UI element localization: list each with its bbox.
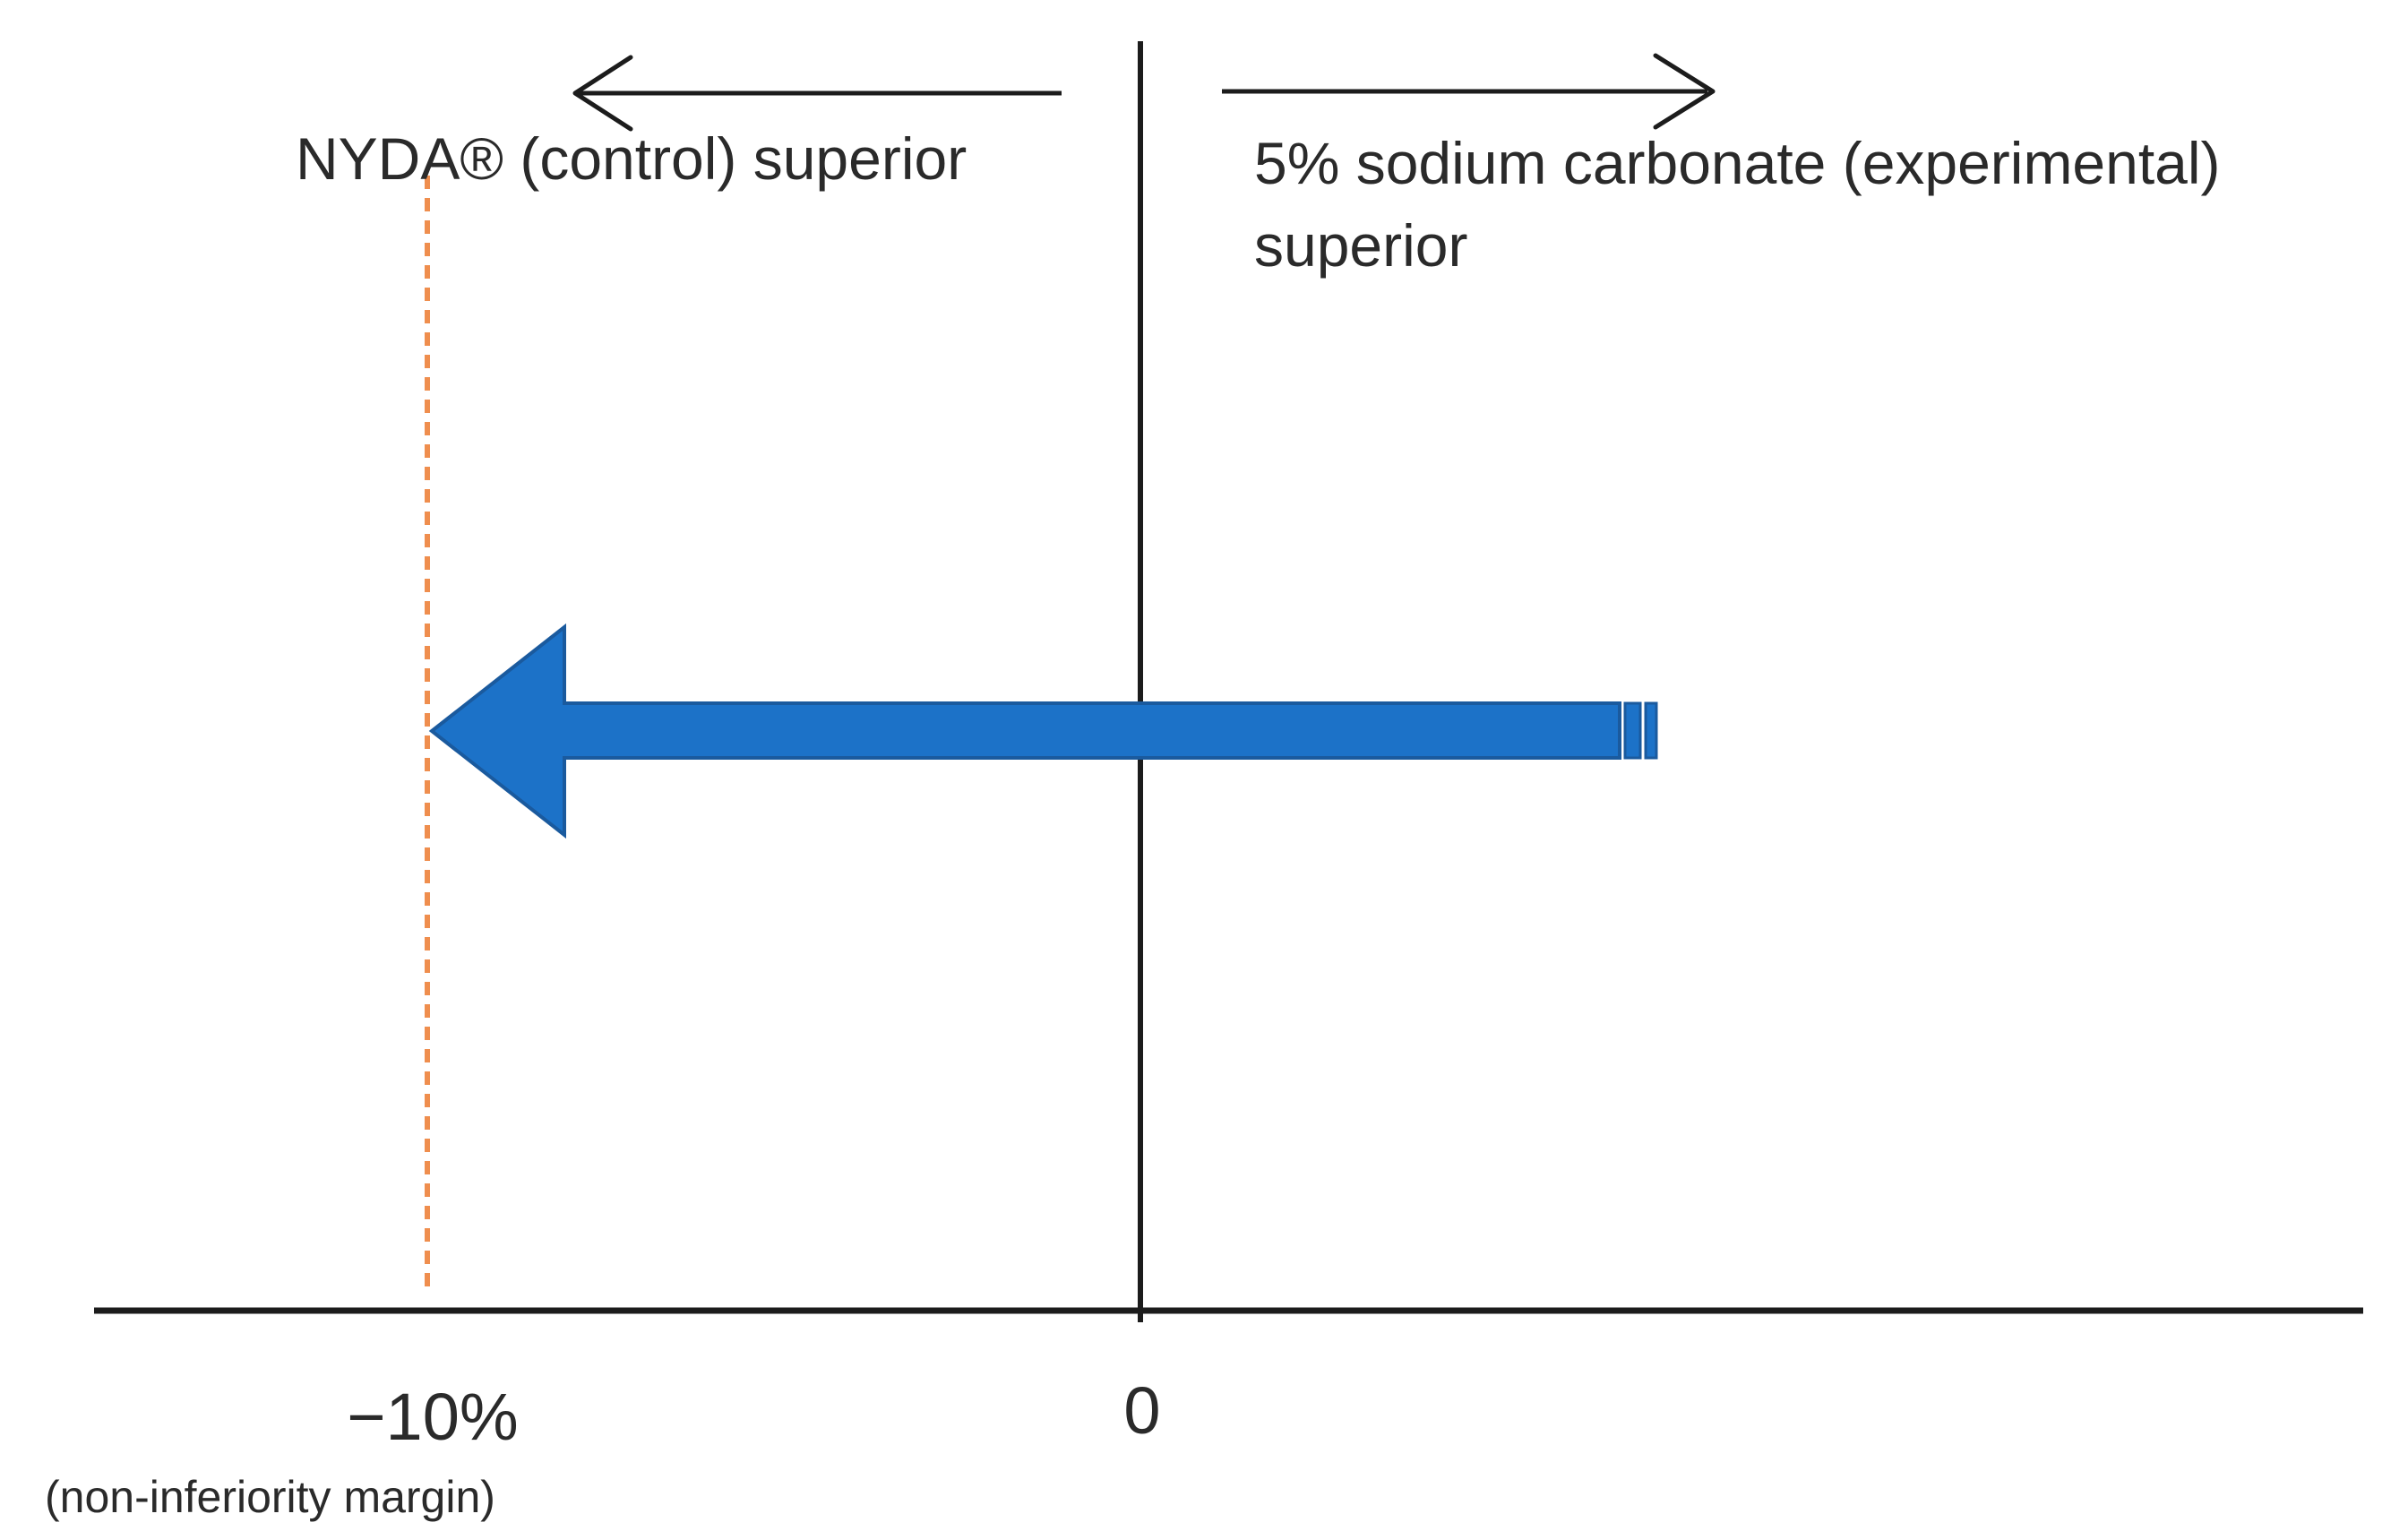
- right-arrowhead-icon: [1653, 53, 1716, 130]
- left-region-label: NYDA® (control) superior: [296, 125, 967, 192]
- margin-sublabel: (non-inferiority margin): [45, 1472, 495, 1522]
- control-superior-direction-arrow: [572, 55, 1062, 132]
- result-arrow: [428, 623, 1658, 839]
- right-region-label-line1: 5% sodium carbonate (experimental): [1254, 130, 2221, 196]
- result-arrow-stripe-2: [1644, 701, 1658, 760]
- result-arrow-body: [428, 623, 1621, 839]
- left-arrowhead-icon: [572, 55, 633, 132]
- zero-tick-label: 0: [1123, 1373, 1160, 1448]
- margin-tick-label: −10%: [347, 1380, 518, 1454]
- result-arrow-stripe-1: [1623, 701, 1642, 760]
- right-region-label-line2: superior: [1254, 212, 1467, 279]
- experimental-superior-direction-arrow: [1222, 53, 1716, 130]
